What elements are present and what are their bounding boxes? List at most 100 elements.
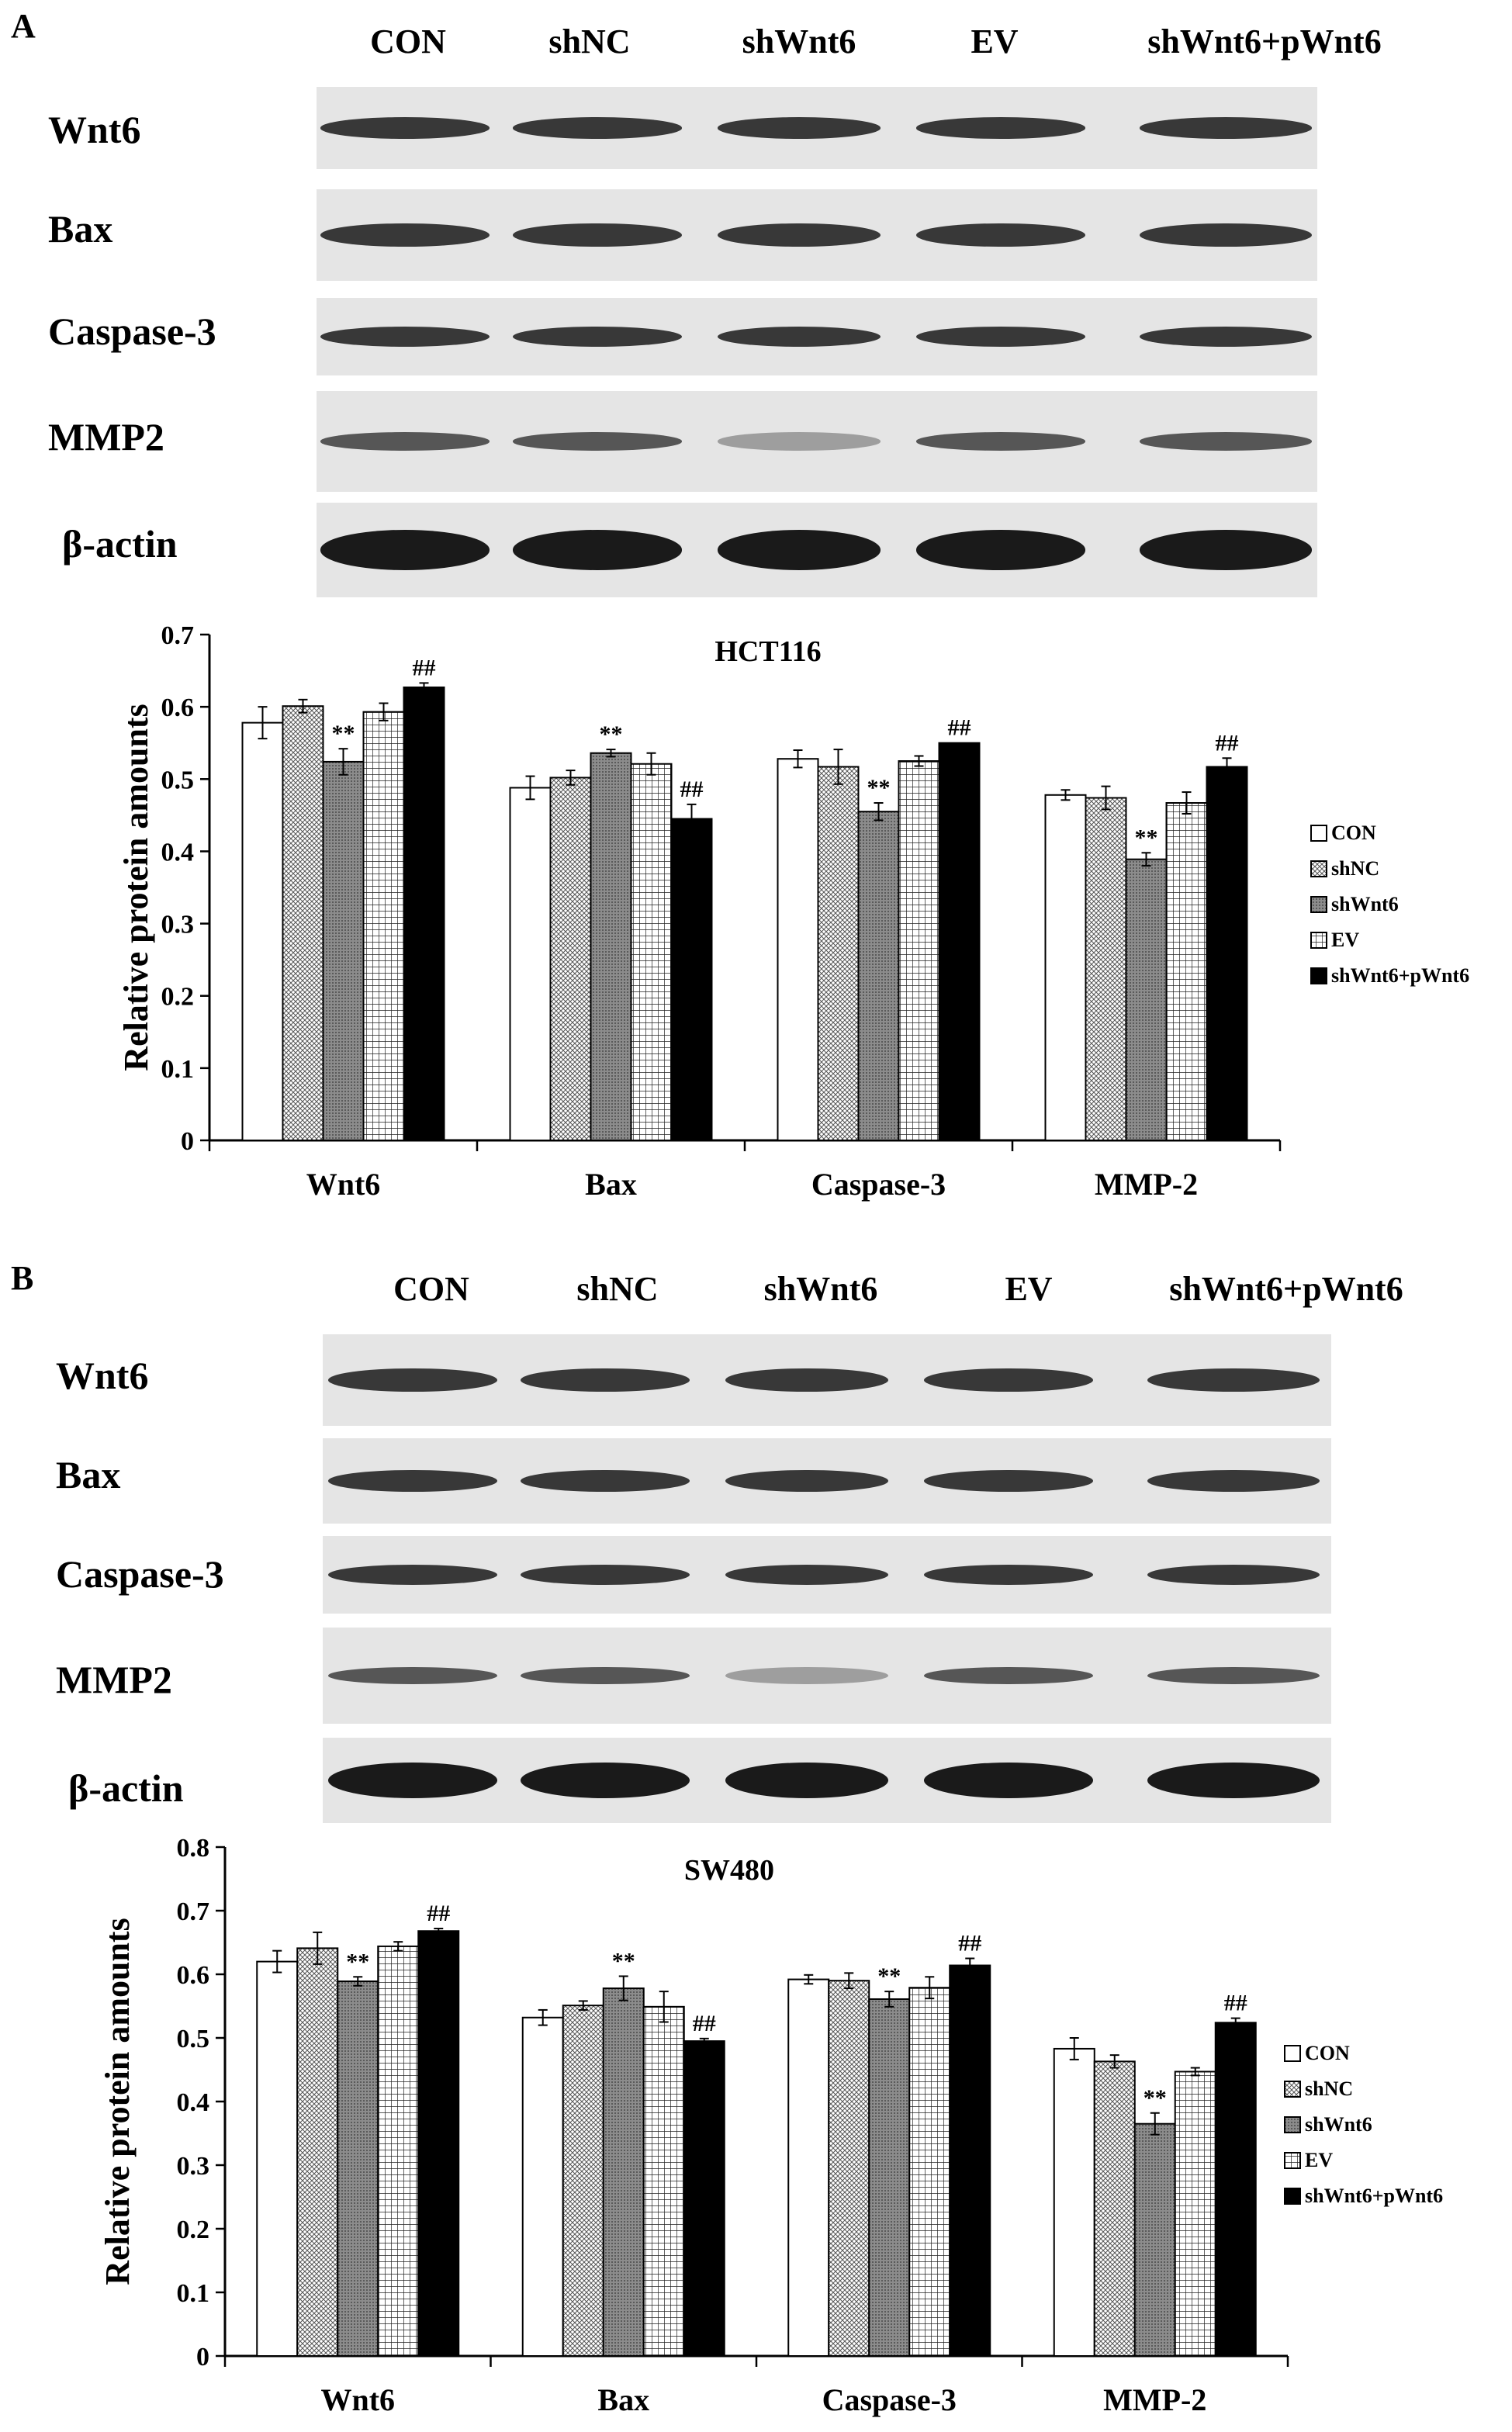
lane-label: CON: [393, 1270, 469, 1308]
blot-band: [328, 1666, 497, 1685]
bar: [777, 758, 819, 1141]
bar: [417, 1930, 460, 2358]
blot-band: [1147, 1368, 1320, 1392]
legend-label: EV: [1331, 929, 1359, 951]
y-tick-label: 0.3: [161, 911, 195, 939]
legend-swatch: [1284, 2152, 1301, 2169]
bar: [282, 705, 324, 1141]
blot-band: [916, 117, 1085, 139]
bar-chart-sw480: 0 0.1 0.2 0.3 0.4 0.5 0.6 0.7 0.8 Relative protei…: [99, 1834, 1443, 2417]
significance-marker: **: [1144, 2085, 1167, 2111]
legend-label: CON: [1331, 822, 1376, 844]
bar: [817, 766, 860, 1142]
x-tick-label: Caspase-3: [811, 1167, 946, 1202]
significance-marker: ##: [948, 715, 971, 741]
y-tick-label: 0.7: [177, 1898, 210, 1926]
legend-swatch: [1284, 2045, 1301, 2062]
legend-label: shWnt6: [1305, 2113, 1372, 2136]
significance-marker: **: [346, 1949, 369, 1974]
bar: [602, 1987, 645, 2357]
legend-label: CON: [1305, 2042, 1350, 2064]
chart-title: SW480: [684, 1854, 774, 1887]
y-tick-label: 0.1: [177, 2279, 210, 2308]
legend-label: EV: [1305, 2149, 1333, 2171]
bar: [787, 1978, 830, 2357]
blot-band: [320, 117, 490, 139]
bar: [337, 1981, 379, 2358]
protein-label: Caspase-3: [48, 310, 216, 353]
bar: [642, 2005, 685, 2357]
western-blot-strip: [317, 189, 1317, 281]
western-blot-strip: [317, 503, 1317, 597]
blot-band: [924, 1469, 1093, 1493]
bar: [908, 1987, 951, 2357]
bar: [509, 787, 552, 1141]
blot-band: [1140, 223, 1312, 247]
y-tick-label: 0.5: [161, 766, 195, 794]
blot-band: [320, 223, 490, 247]
blot-band: [328, 1469, 497, 1493]
blot-band: [513, 117, 682, 139]
bar: [1174, 2070, 1216, 2357]
legend-swatch: [1310, 896, 1327, 913]
y-tick-label: 0.4: [177, 2088, 210, 2117]
bar: [377, 1945, 420, 2358]
western-blot-strip: [323, 1738, 1331, 1823]
bar: [1133, 2122, 1176, 2357]
lane-label: shWnt6: [763, 1270, 878, 1308]
legend-swatch: [1310, 825, 1327, 842]
bar: [1125, 858, 1168, 1141]
bar: [857, 811, 900, 1141]
y-tick-label: 0.8: [177, 1834, 210, 1863]
blot-band: [718, 117, 881, 139]
legend-swatch: [1284, 2081, 1301, 2098]
y-tick-label: 0.5: [177, 2025, 210, 2053]
bar: [256, 1960, 299, 2357]
y-tick-label: 0: [181, 1127, 194, 1156]
y-tick-label: 0.2: [161, 983, 195, 1012]
panel-letter-a: A: [11, 7, 36, 45]
blot-band: [320, 327, 490, 347]
lane-label: shWnt6+pWnt6: [1169, 1270, 1403, 1308]
lane-label: shNC: [548, 22, 631, 61]
bar-chart-hct116: 0 0.1 0.2 0.3 0.4 0.5 0.6 0.7 Relative protein a…: [117, 621, 1469, 1202]
y-axis-label: Relative protein amounts: [117, 704, 155, 1071]
significance-marker: ##: [413, 655, 436, 680]
blot-band: [521, 1565, 690, 1585]
legend-swatch: [1310, 860, 1327, 877]
bar: [521, 2016, 564, 2357]
bar: [670, 818, 713, 1141]
protein-label: Bax: [48, 207, 113, 251]
bar: [1044, 794, 1087, 1142]
y-tick-label: 0.7: [161, 621, 195, 650]
y-tick-label: 0.2: [177, 2216, 210, 2244]
significance-marker: **: [600, 721, 623, 747]
bar: [898, 760, 940, 1141]
blot-band: [1147, 1666, 1320, 1685]
blot-band: [320, 432, 490, 451]
legend-swatch: [1310, 967, 1327, 984]
legend-label: shWnt6+pWnt6: [1305, 2185, 1443, 2207]
bar: [562, 2005, 604, 2357]
protein-label: MMP2: [48, 415, 164, 458]
blot-band: [521, 1368, 690, 1392]
legend-swatch: [1284, 2116, 1301, 2133]
x-tick-label: MMP-2: [1103, 2382, 1206, 2417]
blot-band: [1147, 1469, 1320, 1493]
x-tick-label: Wnt6: [306, 1167, 381, 1202]
bar: [322, 760, 365, 1141]
significance-marker: **: [332, 721, 355, 746]
x-tick-label: MMP-2: [1095, 1167, 1198, 1202]
bar: [1085, 797, 1127, 1141]
significance-marker: ##: [1224, 1991, 1247, 2016]
significance-marker: **: [1135, 825, 1158, 850]
blot-band: [718, 327, 881, 347]
blot-band: [725, 1762, 888, 1799]
protein-label: MMP2: [56, 1658, 172, 1701]
blot-band: [718, 530, 881, 570]
bar: [1206, 766, 1248, 1142]
protein-label: Wnt6: [48, 108, 141, 151]
lane-label: CON: [370, 22, 446, 61]
bar: [630, 763, 673, 1141]
blot-band: [513, 223, 682, 247]
